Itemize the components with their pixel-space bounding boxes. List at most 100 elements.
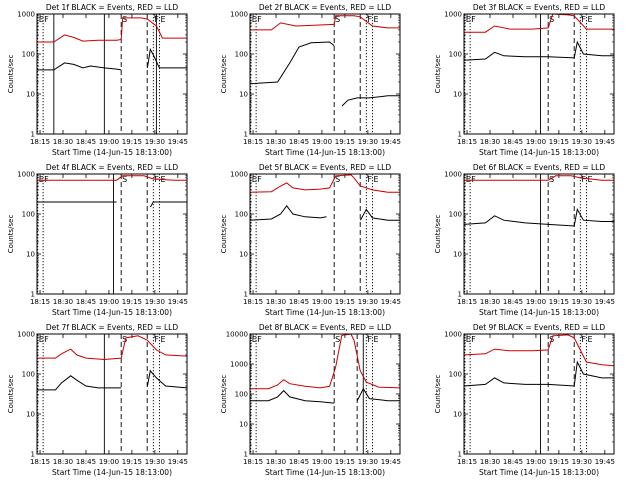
series-line-events <box>250 387 400 404</box>
x-tick-label: 19:45 <box>381 138 401 146</box>
y-tick-label: 1 <box>31 291 35 299</box>
plot-frame <box>463 333 615 455</box>
x-axis-label: Start Time (14-Jun-15 18:13:00) <box>479 148 599 157</box>
marker-label: S <box>335 175 340 184</box>
y-tick-label: 10 <box>453 411 462 419</box>
marker-label: S <box>549 175 554 184</box>
x-tick-label: 19:30 <box>572 298 592 306</box>
panel-9: Det 9f BLACK = Events, RED = LLD Start Ti… <box>434 323 615 477</box>
marker-label: E <box>587 15 592 24</box>
x-tick-label: 19:00 <box>526 298 546 306</box>
plot-frame <box>36 333 188 455</box>
y-tick-label: 100 <box>449 371 462 379</box>
x-tick-label: 18:30 <box>480 138 500 146</box>
x-tick-label: 19:00 <box>99 458 119 466</box>
y-tick-label: 1000 <box>230 361 248 369</box>
marker-label: E <box>466 175 471 184</box>
panel-1: Det 1f BLACK = Events, RED = LLD Start Ti… <box>7 3 188 157</box>
series-line-lld <box>464 13 614 33</box>
y-tick-label: 10 <box>26 91 35 99</box>
x-tick-label: 19:00 <box>526 138 546 146</box>
marker-label: F <box>154 335 159 344</box>
x-tick-label: 19:15 <box>549 458 569 466</box>
x-tick-label: 18:45 <box>76 298 96 306</box>
marker-label: F <box>367 335 372 344</box>
marker-label: F <box>471 175 476 184</box>
y-axis-label: Counts/sec <box>434 375 442 414</box>
x-tick-label: 19:15 <box>549 298 569 306</box>
y-tick-label: 10 <box>26 251 35 259</box>
panel-title: Det 1f BLACK = Events, RED = LLD <box>46 3 179 12</box>
marker-label: E <box>39 335 44 344</box>
x-tick-label: 19:15 <box>335 458 355 466</box>
y-tick-label: 100 <box>235 51 248 59</box>
marker-label: S <box>549 15 554 24</box>
x-tick-label: 19:45 <box>168 298 188 306</box>
series-line-events <box>463 360 614 387</box>
marker-label: F <box>367 15 372 24</box>
x-tick-label: 18:45 <box>76 138 96 146</box>
y-axis-label: Counts/sec <box>434 215 442 254</box>
series-line-events <box>37 201 187 208</box>
x-tick-label: 18:30 <box>53 458 73 466</box>
panel-3: Det 3f BLACK = Events, RED = LLD Start Ti… <box>434 3 615 157</box>
series-line-events <box>463 40 614 61</box>
series-line-lld <box>37 335 188 361</box>
x-axis-label: Start Time (14-Jun-15 18:13:00) <box>479 468 599 477</box>
series-line-events <box>37 369 188 391</box>
x-tick-label: 19:30 <box>358 138 378 146</box>
x-tick-label: 19:00 <box>312 138 332 146</box>
y-tick-label: 1 <box>458 451 462 459</box>
x-tick-label: 19:45 <box>381 298 401 306</box>
x-tick-label: 19:30 <box>145 298 165 306</box>
y-tick-label: 1000 <box>444 171 462 179</box>
x-axis-label: Start Time (14-Jun-15 18:13:00) <box>265 468 385 477</box>
panel-title: Det 6f BLACK = Events, RED = LLD <box>473 163 606 172</box>
series-line-events <box>463 207 614 227</box>
series-line-lld <box>249 174 400 193</box>
marker-label: E <box>587 175 592 184</box>
marker-label: S <box>122 15 127 24</box>
x-tick-label: 18:15 <box>457 458 477 466</box>
panel-title: Det 8f BLACK = Events, RED = LLD <box>259 323 392 332</box>
marker-label: F <box>471 15 476 24</box>
y-tick-label: 1000 <box>444 331 462 339</box>
y-tick-label: 1 <box>31 131 35 139</box>
panel-title: Det 2f BLACK = Events, RED = LLD <box>259 3 392 12</box>
marker-label: F <box>581 335 586 344</box>
y-axis-label: Counts/sec <box>220 215 228 254</box>
plot-frame <box>249 13 401 135</box>
panel-title: Det 9f BLACK = Events, RED = LLD <box>473 323 606 332</box>
x-tick-label: 18:45 <box>289 458 309 466</box>
plot-frame <box>249 333 401 455</box>
y-tick-label: 100 <box>22 371 35 379</box>
marker-label: E <box>466 15 471 24</box>
x-tick-label: 18:30 <box>53 138 73 146</box>
x-tick-label: 19:45 <box>595 138 615 146</box>
x-axis-label: Start Time (14-Jun-15 18:13:00) <box>52 148 172 157</box>
y-tick-label: 1000 <box>17 171 35 179</box>
series-line-lld <box>463 334 615 367</box>
y-tick-label: 1000 <box>230 11 248 19</box>
series-line-lld <box>250 333 401 390</box>
marker-label: E <box>466 335 471 344</box>
panel-6: Det 6f BLACK = Events, RED = LLD Start Ti… <box>434 163 615 317</box>
x-tick-label: 18:15 <box>243 458 263 466</box>
y-tick-label: 100 <box>235 391 248 399</box>
x-tick-label: 19:00 <box>312 298 332 306</box>
marker-label: S <box>335 335 340 344</box>
x-tick-label: 18:15 <box>243 138 263 146</box>
x-tick-label: 19:15 <box>122 138 142 146</box>
y-tick-label: 100 <box>22 211 35 219</box>
marker-label: F <box>367 175 372 184</box>
x-tick-label: 19:30 <box>358 458 378 466</box>
x-tick-label: 19:45 <box>381 458 401 466</box>
x-tick-label: 19:45 <box>595 458 615 466</box>
panel-title: Det 3f BLACK = Events, RED = LLD <box>473 3 606 12</box>
marker-label: E <box>373 335 378 344</box>
panel-title: Det 7f BLACK = Events, RED = LLD <box>46 323 179 332</box>
x-tick-label: 19:00 <box>526 458 546 466</box>
plot-frame <box>463 173 615 295</box>
series-line-lld <box>250 15 400 31</box>
panel-4: Det 4f BLACK = Events, RED = LLD Start Ti… <box>7 163 188 317</box>
